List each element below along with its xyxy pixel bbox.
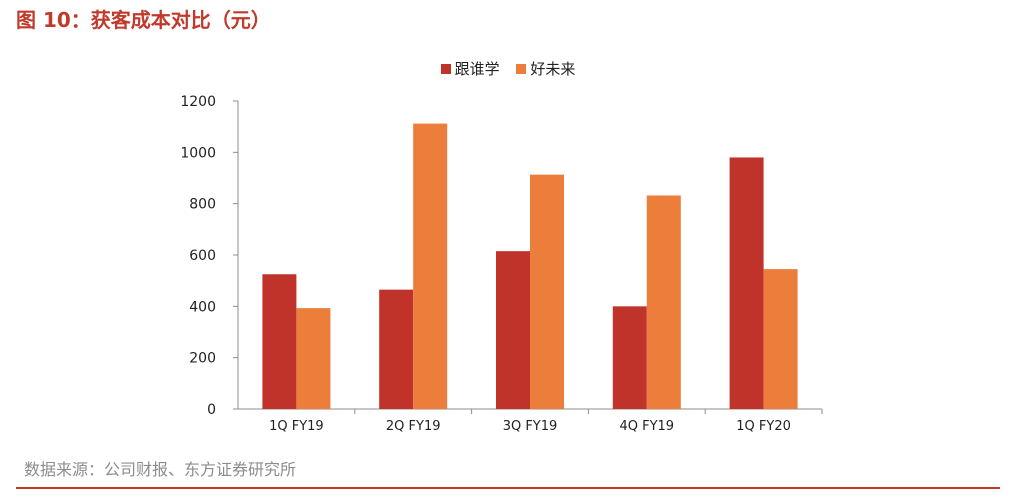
legend-swatch-series-1 (440, 63, 451, 74)
x-tick-label: 4Q FY19 (619, 419, 674, 434)
footer-divider (16, 487, 1000, 489)
y-tick-label: 600 (189, 248, 216, 264)
bar-1-1 (262, 274, 297, 409)
bar-1-3 (496, 251, 530, 409)
legend-label-series-2: 好未来 (530, 60, 576, 78)
x-tick-label: 2Q FY19 (386, 419, 441, 434)
figure-title: 图 10：获客成本对比（元） (16, 8, 271, 32)
bar-1-5 (729, 157, 764, 409)
bar-1-4 (612, 306, 647, 409)
data-source-note: 数据来源：公司财报、东方证券研究所 (24, 460, 297, 479)
y-tick-label: 800 (189, 197, 216, 213)
bar-2-3 (530, 174, 564, 409)
chart-legend: 跟谁学 好未来 (0, 58, 1016, 79)
y-tick-label: 0 (207, 402, 216, 418)
legend-swatch-series-2 (516, 63, 527, 74)
legend-item-series-1: 跟谁学 (440, 58, 500, 79)
y-tick-label: 200 (189, 351, 216, 367)
bar-2-5 (763, 269, 798, 409)
y-tick-label: 400 (189, 299, 216, 315)
y-tick-label: 1000 (180, 145, 216, 161)
x-tick-label: 1Q FY19 (269, 419, 324, 434)
bar-2-1 (296, 308, 331, 409)
bar-2-2 (413, 123, 448, 409)
legend-label-series-1: 跟谁学 (454, 60, 500, 78)
x-tick-label: 3Q FY19 (503, 419, 558, 434)
y-tick-label: 1200 (180, 94, 216, 110)
legend-item-series-2: 好未来 (516, 58, 575, 79)
bar-2-4 (646, 195, 681, 409)
bar-1-2 (379, 289, 414, 409)
x-tick-label: 1Q FY20 (736, 419, 791, 434)
